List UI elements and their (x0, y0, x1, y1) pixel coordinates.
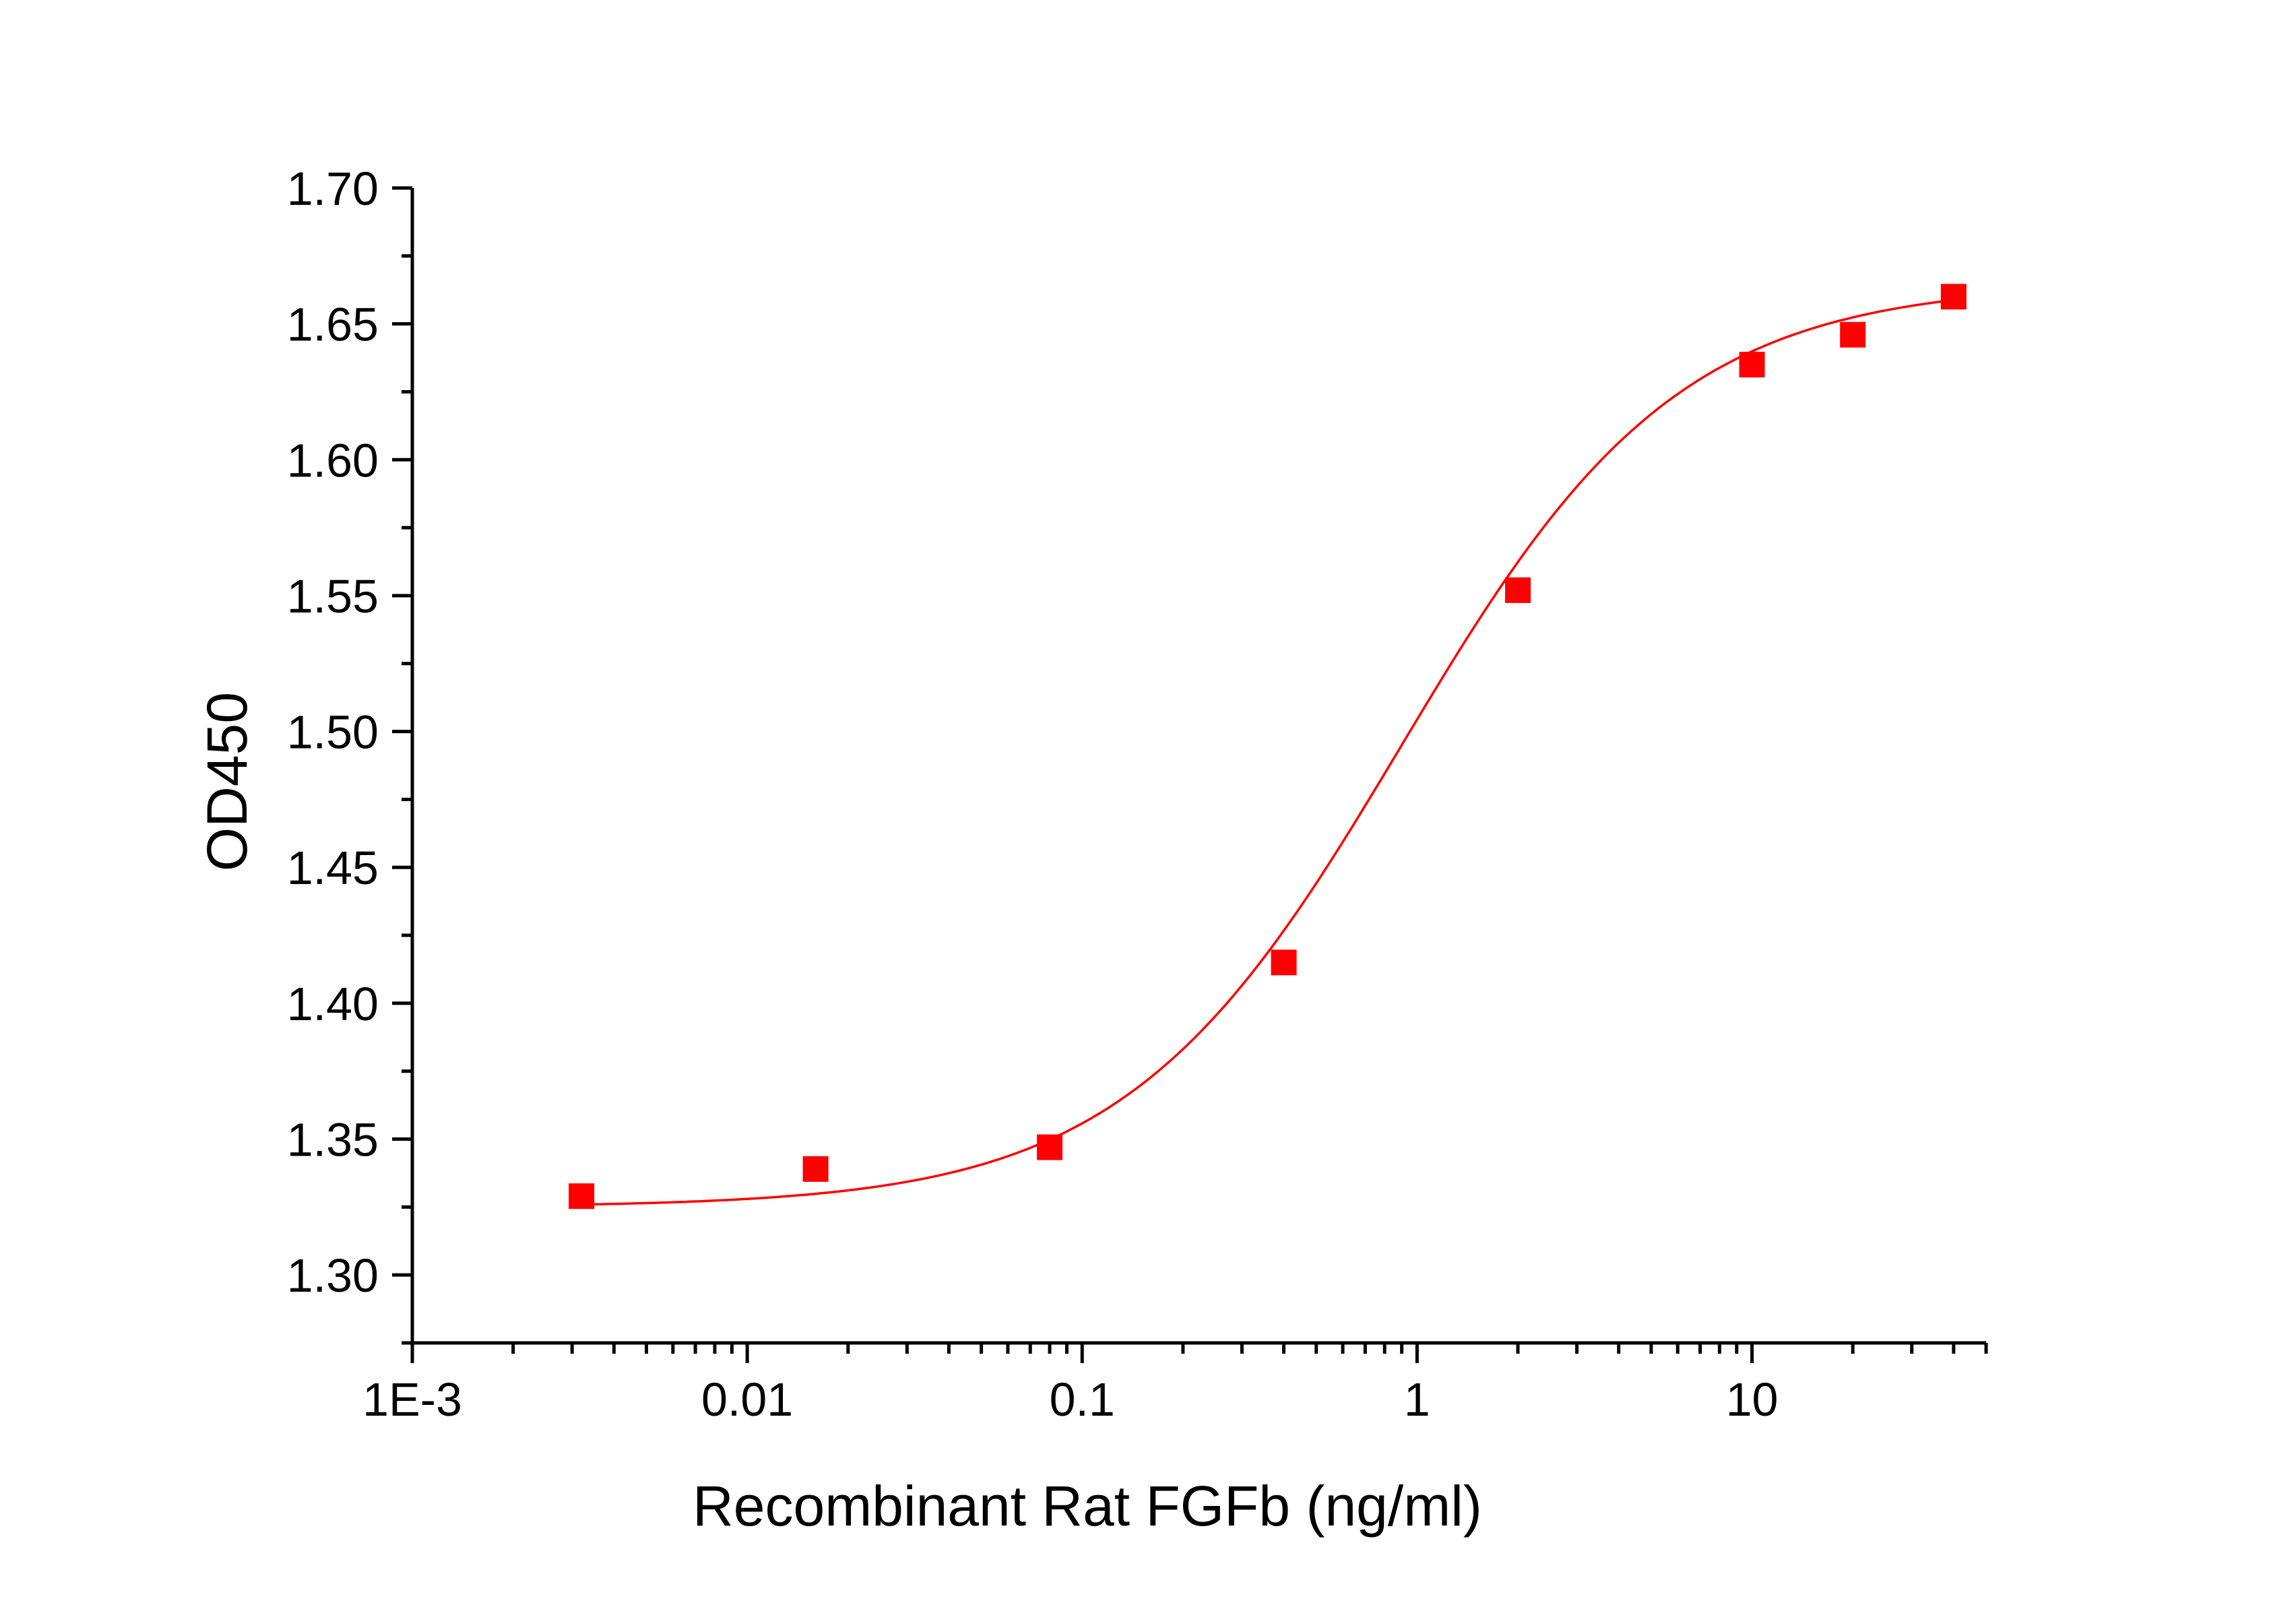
x-tick-label: 0.1 (1050, 1373, 1115, 1426)
y-tick-label: 1.40 (287, 978, 379, 1030)
data-point (1271, 949, 1297, 976)
data-point (1505, 577, 1531, 603)
data-point (1739, 352, 1765, 378)
x-tick-label: 0.01 (701, 1373, 793, 1426)
data-point (1037, 1134, 1063, 1160)
data-point (569, 1183, 595, 1209)
x-tick-label: 10 (1726, 1373, 1779, 1426)
y-tick-label: 1.70 (287, 162, 379, 215)
y-tick-label: 1.30 (287, 1249, 379, 1302)
axes: 1.30 1.35 1.40 1.45 1.50 1.55 1.60 1.65 1.70 1E-3… (287, 162, 1988, 1426)
y-tick-label: 1.50 (287, 706, 379, 759)
y-axis-title: OD450 (195, 692, 259, 871)
fit-curve (581, 298, 1954, 1206)
data-points-layer (569, 284, 1967, 1209)
y-tick-label: 1.35 (287, 1114, 379, 1166)
y-tick-label: 1.55 (287, 570, 379, 623)
y-tick-label: 1.65 (287, 298, 379, 351)
x-tick-label: 1E-3 (362, 1373, 462, 1426)
x-axis-title: Recombinant Rat FGFb (ng/ml) (693, 1474, 1482, 1538)
fit-curve-layer (581, 298, 1954, 1206)
y-tick-label: 1.60 (287, 434, 379, 486)
x-tick-label: 1 (1404, 1373, 1430, 1426)
y-tick-label: 1.45 (287, 842, 379, 894)
data-point (802, 1156, 829, 1182)
data-point (1840, 321, 1866, 348)
data-point (1940, 284, 1967, 310)
